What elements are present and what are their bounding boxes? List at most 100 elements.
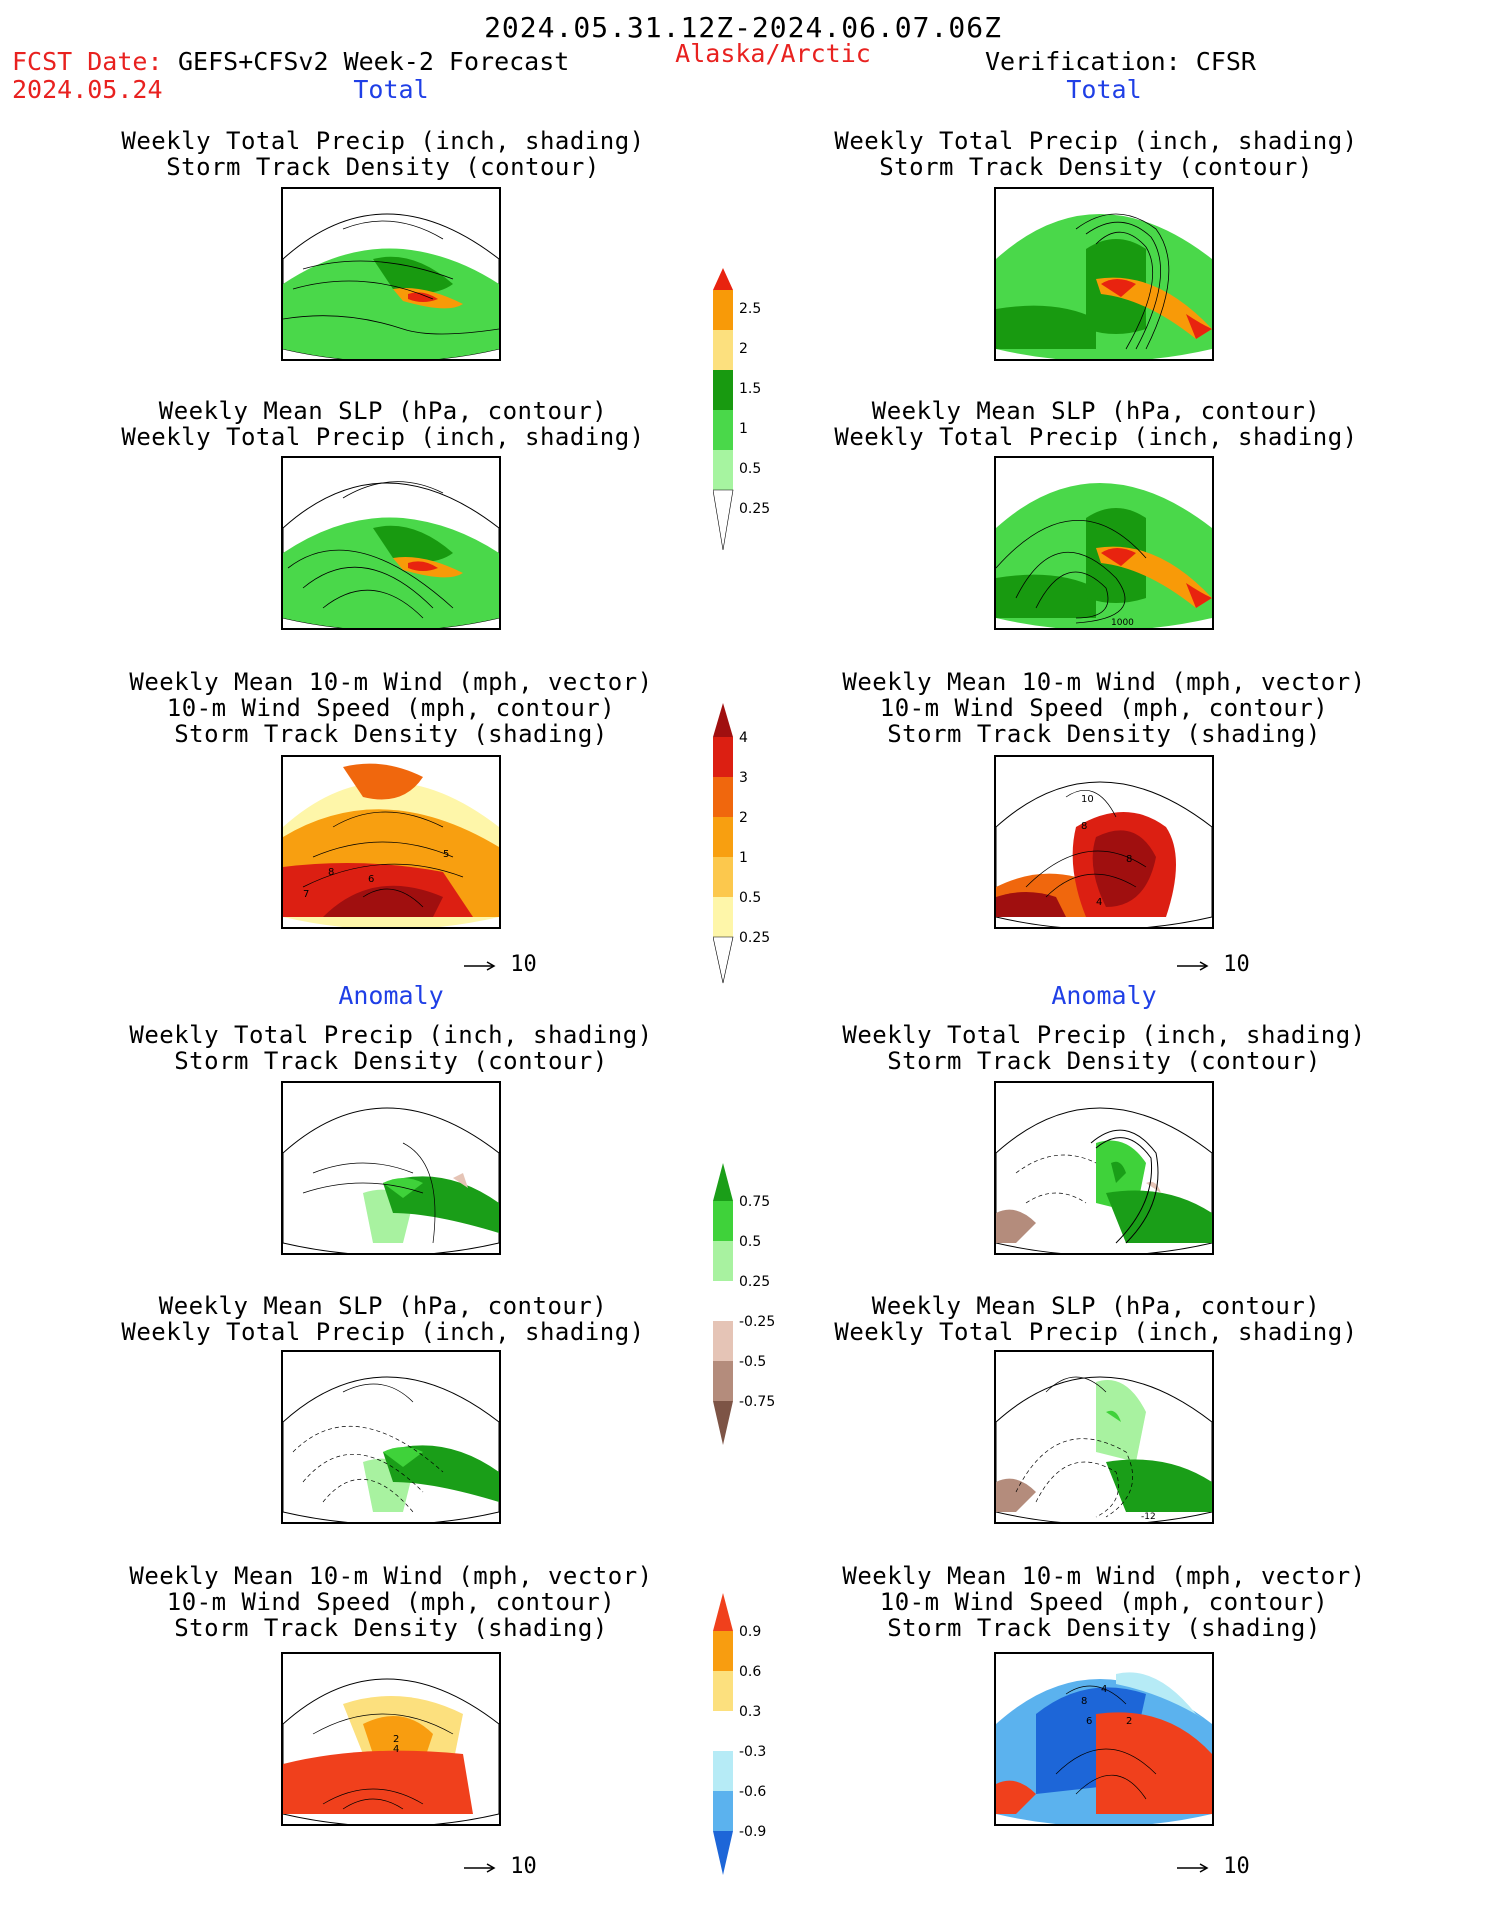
caption-a2-left-line1: Weekly Mean SLP (hPa, contour): [158, 1292, 608, 1320]
caption-a3-right-line3: Storm Track Density (shading): [887, 1614, 1321, 1642]
colorbar-tick: 0.25: [739, 1274, 770, 1290]
contour-label: -12: [1141, 1512, 1156, 1522]
colorbar-tick: 2: [739, 341, 748, 357]
caption-t3-right-line2: 10-m Wind Speed (mph, contour): [879, 694, 1329, 722]
colorbar-anom-precip: 0.75 0.5 0.25 -0.25 -0.5 -0.75: [713, 1163, 775, 1445]
map-anom-slp-precip-verification: -12: [994, 1350, 1214, 1524]
caption-a3-left-line3: Storm Track Density (shading): [174, 1614, 608, 1642]
caption-t2-left-line2: Weekly Total Precip (inch, shading): [121, 423, 645, 451]
colorbar-tick: 1: [739, 850, 748, 866]
colorbar-tick: 0.5: [739, 890, 761, 906]
contour-label: 5: [443, 849, 449, 860]
colorbar-tick: -0.3: [739, 1744, 766, 1760]
contour-label: 6: [368, 874, 374, 885]
caption-t3-left-line1: Weekly Mean 10-m Wind (mph, vector): [129, 668, 653, 696]
colorbar-tick: 0.3: [739, 1704, 761, 1720]
colorbar-tick: 0.6: [739, 1664, 761, 1680]
map-total-wind-track-forecast: 8 6 5 7: [281, 755, 501, 929]
arrow-right-icon: [1177, 1863, 1209, 1873]
colorbar-total-track: 4 3 2 1 0.5 0.25: [713, 703, 770, 984]
colorbar-tick: 0.5: [739, 461, 761, 477]
contour-label: 8: [1126, 854, 1132, 865]
map-total-wind-track-verification: 10 8 8 4: [994, 755, 1214, 929]
map-total-slp-precip-forecast: [281, 456, 501, 630]
caption-a1-right-line1: Weekly Total Precip (inch, shading): [842, 1021, 1366, 1049]
colorbar-tick: 1.5: [739, 381, 761, 397]
caption-t2-right-line1: Weekly Mean SLP (hPa, contour): [871, 397, 1321, 425]
colorbar-tick: 4: [739, 730, 748, 746]
verification-title: Verification: CFSR: [985, 47, 1256, 76]
caption-t2-right-line2: Weekly Total Precip (inch, shading): [834, 423, 1358, 451]
caption-t2-left-line1: Weekly Mean SLP (hPa, contour): [158, 397, 608, 425]
caption-a1-left-line1: Weekly Total Precip (inch, shading): [129, 1021, 653, 1049]
vector-reference-label: 10: [510, 1854, 537, 1879]
caption-t3-right-line3: Storm Track Density (shading): [887, 720, 1321, 748]
arrow-right-icon: [464, 1863, 496, 1873]
colorbar-tick: 0.9: [739, 1624, 761, 1640]
map-total-precip-track-forecast: [281, 187, 501, 361]
region-title: Alaska/Arctic: [675, 39, 871, 68]
caption-a1-right-line2: Storm Track Density (contour): [887, 1047, 1321, 1075]
colorbar-tick: -0.5: [739, 1354, 766, 1370]
map-anom-wind-track-verification: 4 8 6 2: [994, 1652, 1214, 1826]
caption-a3-right-line2: 10-m Wind Speed (mph, contour): [879, 1588, 1329, 1616]
contour-label: 1000: [1111, 618, 1134, 628]
section-anomaly-left: Anomaly: [338, 981, 444, 1010]
caption-t3-right-line1: Weekly Mean 10-m Wind (mph, vector): [842, 668, 1366, 696]
vector-reference-t-left: 10: [463, 952, 537, 977]
section-total-right: Total: [1066, 75, 1142, 104]
caption-a2-right-line1: Weekly Mean SLP (hPa, contour): [871, 1292, 1321, 1320]
vector-reference-a-right: 10: [1176, 1854, 1250, 1879]
caption-t3-left-line2: 10-m Wind Speed (mph, contour): [166, 694, 616, 722]
map-anom-precip-track-forecast: [281, 1081, 501, 1255]
vector-reference-label: 10: [1223, 1854, 1250, 1879]
contour-label: 8: [328, 867, 334, 878]
colorbar-tick: -0.9: [739, 1824, 766, 1840]
contour-label: 8: [1081, 821, 1087, 832]
caption-t1-left-line2: Storm Track Density (contour): [166, 153, 600, 181]
colorbar-tick: 0.25: [739, 930, 770, 946]
colorbar-tick: -0.6: [739, 1784, 766, 1800]
contour-label: 4: [1096, 897, 1102, 908]
forecast-period: 2024.05.31.12Z-2024.06.07.06Z: [484, 11, 1002, 44]
map-anom-wind-track-forecast: 2 4: [281, 1652, 501, 1826]
colorbar-anom-track: 0.9 0.6 0.3 -0.3 -0.6 -0.9: [713, 1593, 766, 1875]
colorbar-total-precip: 2.5 2 1.5 1 0.5 0.25: [713, 268, 770, 551]
caption-t3-left-line3: Storm Track Density (shading): [174, 720, 608, 748]
caption-a3-left-line2: 10-m Wind Speed (mph, contour): [166, 1588, 616, 1616]
contour-label: 2: [393, 1734, 399, 1745]
colorbar-tick: 3: [739, 770, 748, 786]
colorbar-tick: 2: [739, 810, 748, 826]
model-title: GEFS+CFSv2 Week-2 Forecast: [178, 47, 570, 76]
caption-t1-right-line2: Storm Track Density (contour): [879, 153, 1313, 181]
colorbar-tick: 1: [739, 421, 748, 437]
map-total-precip-track-verification: [994, 187, 1214, 361]
vector-reference-label: 10: [1223, 952, 1250, 977]
map-anom-slp-precip-forecast: [281, 1350, 501, 1524]
fcst-date-label: FCST Date:: [12, 47, 163, 76]
vector-reference-t-right: 10: [1176, 952, 1250, 977]
contour-label: 8: [1081, 1696, 1087, 1707]
caption-a2-right-line2: Weekly Total Precip (inch, shading): [834, 1318, 1358, 1346]
colorbar-tick: -0.25: [739, 1314, 775, 1330]
vector-reference-label: 10: [510, 952, 537, 977]
contour-label: 7: [303, 889, 309, 900]
colorbar-tick: -0.75: [739, 1394, 775, 1410]
caption-a3-left-line1: Weekly Mean 10-m Wind (mph, vector): [129, 1562, 653, 1590]
vector-reference-a-left: 10: [463, 1854, 537, 1879]
contour-label: 6: [1086, 1716, 1092, 1727]
colorbar-tick: 0.5: [739, 1234, 761, 1250]
arrow-right-icon: [464, 961, 496, 971]
colorbar-tick: 0.75: [739, 1194, 770, 1210]
contour-label: 4: [393, 1744, 399, 1755]
map-total-slp-precip-verification: 1000: [994, 456, 1214, 630]
caption-a1-left-line2: Storm Track Density (contour): [174, 1047, 608, 1075]
caption-a2-left-line2: Weekly Total Precip (inch, shading): [121, 1318, 645, 1346]
caption-a3-right-line1: Weekly Mean 10-m Wind (mph, vector): [842, 1562, 1366, 1590]
fcst-date: 2024.05.24: [12, 75, 163, 104]
colorbar-tick: 0.25: [739, 501, 770, 517]
contour-label: 2: [1126, 1716, 1132, 1727]
contour-label: 10: [1081, 794, 1094, 805]
map-anom-precip-track-verification: [994, 1081, 1214, 1255]
